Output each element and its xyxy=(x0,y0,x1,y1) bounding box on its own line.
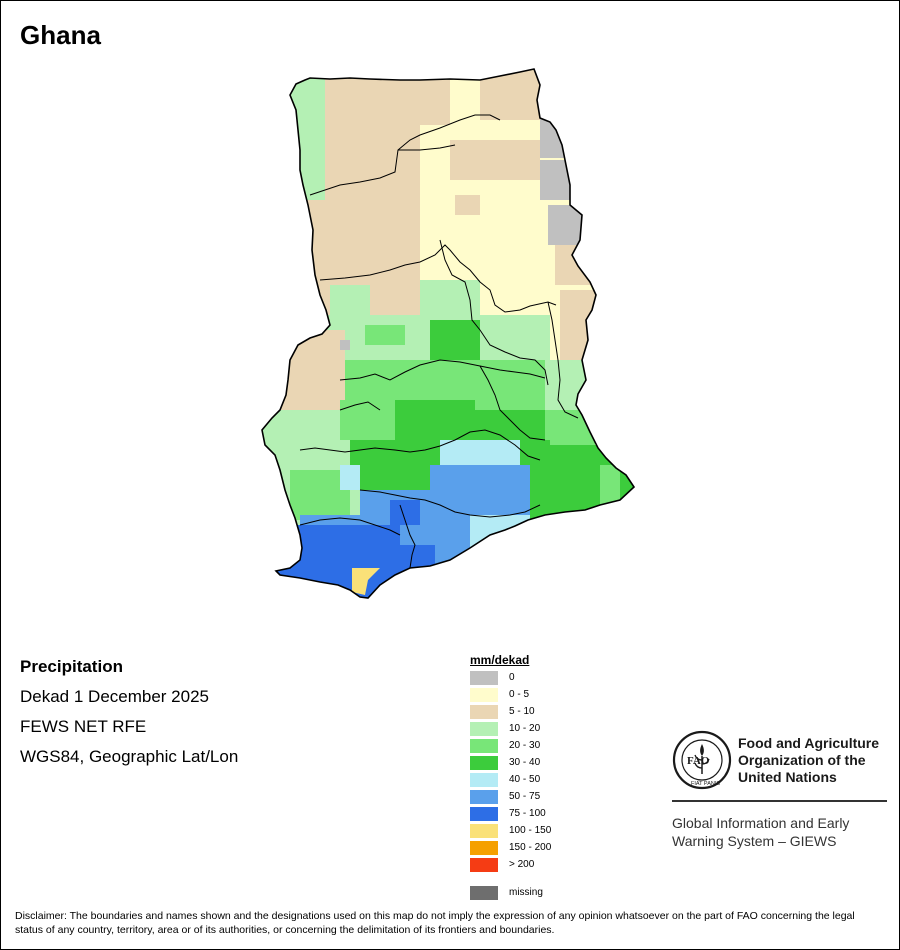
period-label: Dekad 1 December 2025 xyxy=(20,687,210,706)
source-label: FEWS NET RFE xyxy=(20,717,147,736)
precipitation-map xyxy=(261,68,635,599)
org-name: Food and Agriculture Organization of the… xyxy=(738,735,879,786)
logo-letter: FAO xyxy=(687,755,710,767)
map-title: Ghana xyxy=(20,20,101,50)
legend-swatch xyxy=(470,739,498,753)
legend-label: 0 - 5 xyxy=(509,689,530,700)
legend-swatch xyxy=(470,705,498,719)
logo-motto: FIAT PANIS xyxy=(691,781,720,787)
system-name: Global Information and Early Warning Sys… xyxy=(672,814,849,850)
legend-title: mm/dekad xyxy=(470,653,530,667)
legend-swatch xyxy=(470,886,498,900)
variable-label: Precipitation xyxy=(20,657,123,676)
legend-label: > 200 xyxy=(509,859,535,870)
legend-swatch xyxy=(470,688,498,702)
legend-swatch xyxy=(470,841,498,855)
system-name-line-2: Warning System – GIEWS xyxy=(672,833,837,849)
legend-label: 30 - 40 xyxy=(509,757,541,768)
legend-swatch xyxy=(470,790,498,804)
legend-label: 20 - 30 xyxy=(509,740,541,751)
legend-label: 40 - 50 xyxy=(509,774,541,785)
org-name-line-1: Food and Agriculture xyxy=(738,735,880,751)
rainfall-zones xyxy=(262,69,634,598)
legend-label: 10 - 20 xyxy=(509,723,541,734)
legend-label: 50 - 75 xyxy=(509,791,541,802)
system-name-line-1: Global Information and Early xyxy=(672,815,850,831)
admin-boundaries xyxy=(299,114,579,569)
org-name-line-3: United Nations xyxy=(738,769,837,785)
legend-label: 100 - 150 xyxy=(509,825,552,836)
legend-label: missing xyxy=(509,887,543,898)
legend-swatch xyxy=(470,858,498,872)
legend-swatch xyxy=(470,671,498,685)
legend-swatch xyxy=(470,756,498,770)
legend-label: 5 - 10 xyxy=(509,706,535,717)
legend-swatch xyxy=(470,824,498,838)
fao-logo-icon: FAO FIAT PANIS xyxy=(672,730,732,790)
projection-label: WGS84, Geographic Lat/Lon xyxy=(20,747,239,766)
org-name-line-2: Organization of the xyxy=(738,752,866,768)
legend-swatch xyxy=(470,722,498,736)
legend-label: 0 xyxy=(509,672,515,683)
disclaimer: Disclaimer: The boundaries and names sho… xyxy=(15,910,855,936)
legend-label: 75 - 100 xyxy=(509,808,546,819)
legend-swatch xyxy=(470,807,498,821)
org-divider xyxy=(672,800,887,802)
legend-label: 150 - 200 xyxy=(509,842,552,853)
legend-swatch xyxy=(470,773,498,787)
